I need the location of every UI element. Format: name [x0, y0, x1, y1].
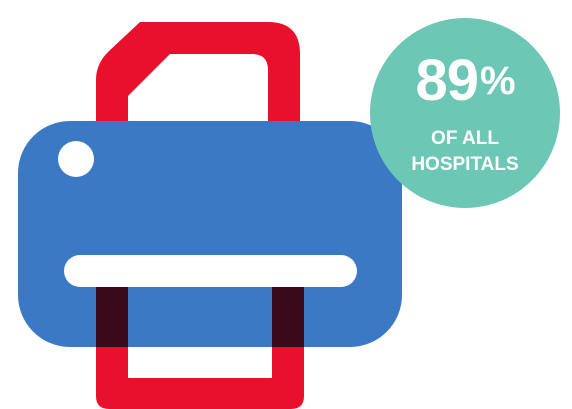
paper-bottom-outline — [96, 347, 304, 409]
status-light — [58, 141, 94, 177]
paper-top-outline — [96, 22, 300, 170]
paper-bottom-overlap-right — [272, 287, 304, 347]
stat-caption: OF ALL HOSPITALS — [411, 128, 519, 175]
stat-number: 89 — [415, 48, 479, 113]
paper-bottom-overlap-left — [96, 287, 128, 347]
stat-unit: % — [479, 59, 516, 103]
paper-slot — [64, 255, 357, 287]
stat-badge: 89% OF ALL HOSPITALS — [370, 18, 560, 208]
stat-value: 89% — [370, 52, 560, 110]
